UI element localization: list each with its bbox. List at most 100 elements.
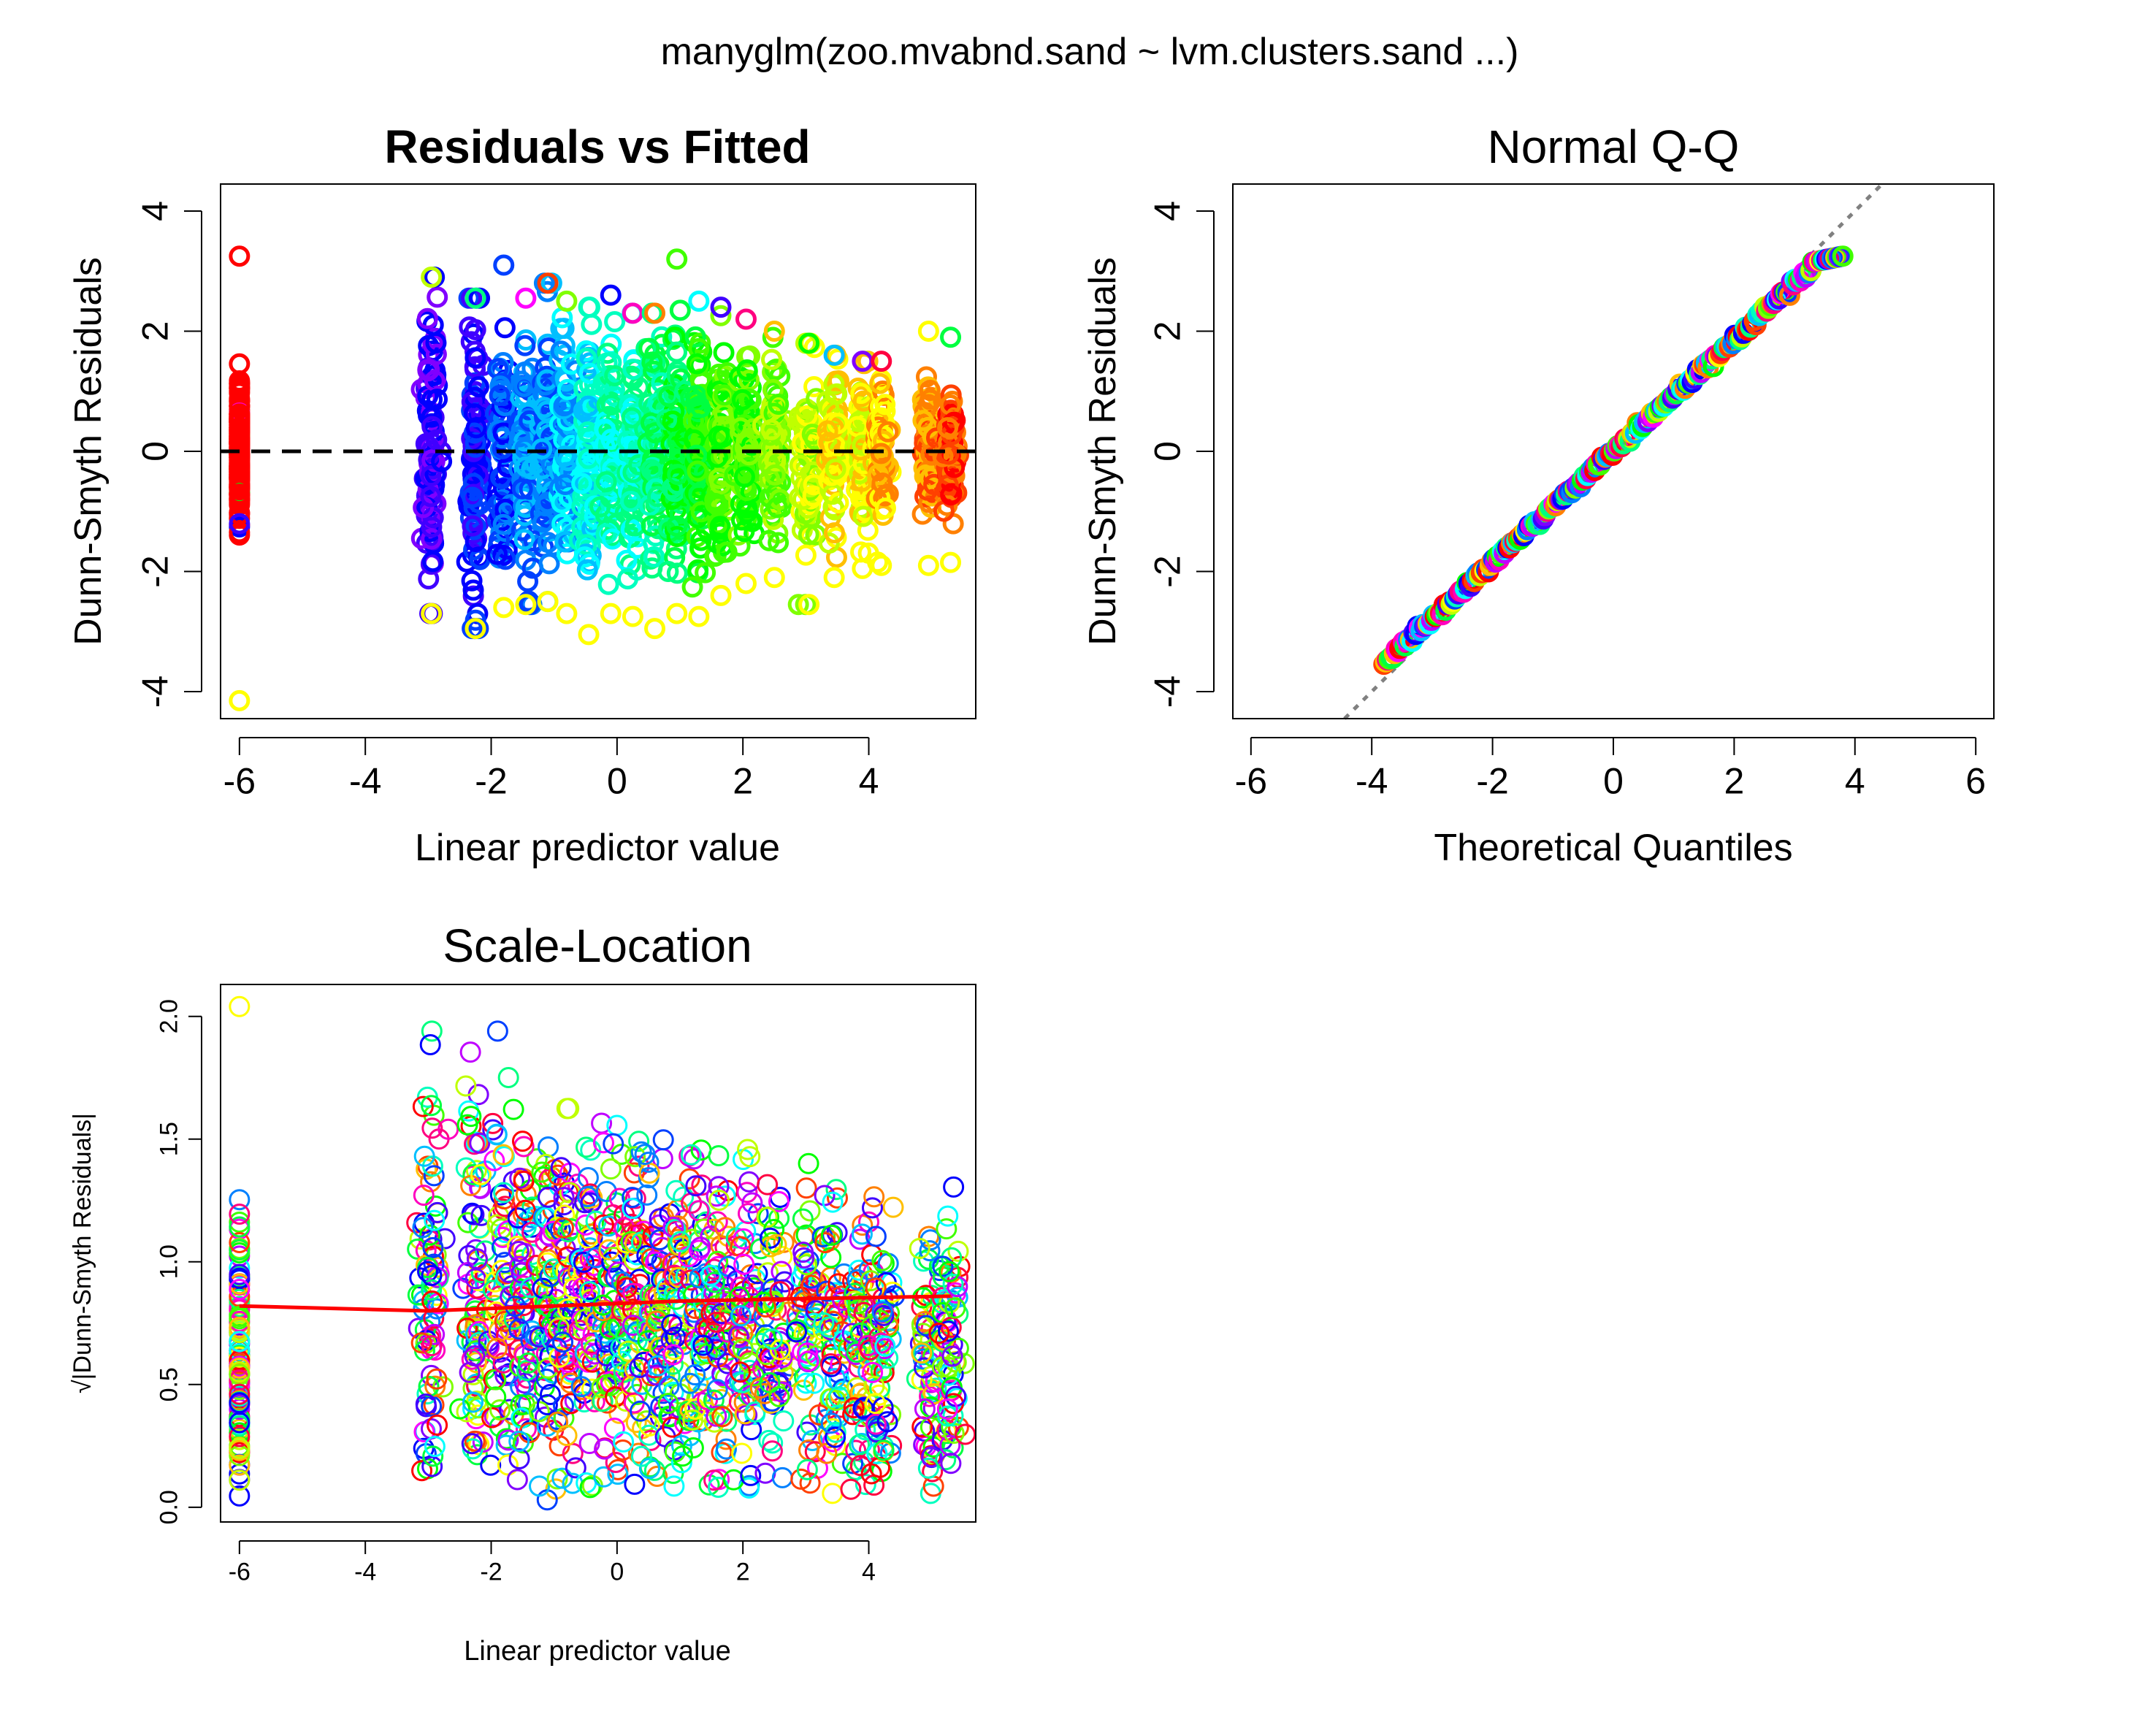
data-point — [531, 438, 553, 460]
data-point — [622, 1198, 643, 1220]
data-point — [559, 1372, 581, 1394]
data-point — [708, 1144, 730, 1166]
data-point — [229, 1454, 251, 1476]
data-point — [229, 1231, 251, 1253]
data-point — [797, 1342, 819, 1364]
data-point — [424, 1436, 446, 1458]
data-point — [461, 570, 483, 592]
data-point — [666, 341, 688, 363]
data-point — [482, 1112, 504, 1134]
data-point — [538, 553, 560, 575]
data-point — [730, 417, 752, 439]
data-point — [552, 1331, 574, 1353]
data-point — [664, 326, 686, 348]
data-point — [760, 348, 782, 370]
data-point — [421, 266, 443, 288]
data-point — [462, 486, 483, 508]
data-point — [955, 1423, 976, 1445]
data-point — [825, 1179, 847, 1201]
data-point — [531, 1161, 553, 1183]
data-point — [229, 1437, 251, 1459]
data-point — [492, 1352, 514, 1374]
data-point — [663, 1475, 685, 1497]
data-point — [483, 1295, 505, 1317]
data-point — [497, 1067, 519, 1089]
data-point — [741, 1274, 763, 1296]
data-point — [641, 351, 663, 373]
data-point — [706, 446, 728, 468]
data-point — [747, 1203, 769, 1225]
data-point — [229, 245, 251, 267]
data-point — [520, 1277, 542, 1298]
data-point — [511, 478, 533, 500]
data-point — [795, 1224, 817, 1246]
data-point — [556, 1425, 578, 1447]
data-point — [462, 1391, 484, 1413]
data-point — [412, 1217, 434, 1239]
data-point — [623, 1162, 645, 1184]
data-point — [803, 1372, 825, 1394]
data-point — [765, 359, 787, 380]
data-point — [670, 1434, 692, 1456]
data-point — [493, 1182, 515, 1204]
data-point — [520, 1330, 542, 1352]
data-point — [754, 1382, 776, 1404]
x-axis-label: Linear predictor value — [464, 1636, 730, 1667]
data-point — [573, 1259, 595, 1281]
data-point — [421, 528, 443, 550]
x-axis-label: Theoretical Quantiles — [1434, 827, 1792, 869]
data-point — [768, 394, 790, 416]
data-point — [662, 410, 684, 432]
data-point — [486, 1214, 508, 1236]
data-point — [666, 515, 688, 537]
data-point — [611, 1271, 632, 1293]
y-axis-label: Dunn-Smyth Residuals — [67, 257, 110, 646]
data-point — [481, 1407, 503, 1428]
data-point — [786, 1321, 808, 1343]
data-point — [862, 1361, 884, 1383]
data-point — [688, 290, 710, 312]
y-tick-label: -4 — [1147, 676, 1188, 708]
data-point — [413, 1145, 435, 1167]
data-point — [873, 1439, 895, 1461]
data-point — [407, 1284, 429, 1306]
data-point — [765, 1233, 787, 1255]
y-tick-label: 2 — [1147, 321, 1188, 342]
data-point — [513, 1170, 535, 1192]
data-point — [940, 326, 962, 348]
data-point — [229, 1426, 251, 1447]
data-point — [493, 1188, 515, 1210]
data-point — [579, 1477, 601, 1499]
data-point — [464, 1430, 486, 1452]
data-point — [844, 1282, 865, 1304]
data-point — [494, 317, 516, 339]
data-point — [660, 1328, 682, 1350]
data-point — [628, 1131, 650, 1152]
data-point — [940, 484, 962, 506]
data-point — [842, 1404, 864, 1426]
x-axis-label: Linear predictor value — [415, 827, 780, 869]
data-point — [622, 1187, 643, 1209]
data-point — [700, 1264, 722, 1286]
data-point — [670, 1452, 692, 1474]
data-point — [421, 1020, 443, 1042]
data-point — [771, 1466, 793, 1488]
data-point — [818, 532, 840, 554]
data-point — [462, 1377, 484, 1399]
data-point — [494, 1196, 516, 1217]
data-point — [538, 1186, 559, 1208]
data-point — [760, 418, 782, 440]
data-point — [620, 526, 642, 548]
data-point — [657, 1393, 679, 1415]
x-tick-label: 0 — [610, 1558, 624, 1586]
data-point — [517, 570, 539, 592]
data-point — [706, 1339, 727, 1361]
x-tick-label: -4 — [349, 761, 381, 802]
data-point — [909, 1237, 930, 1259]
data-point — [643, 546, 665, 568]
data-point — [733, 521, 755, 543]
data-point — [580, 1297, 602, 1319]
data-point — [461, 1348, 483, 1370]
data-point — [511, 1238, 533, 1260]
data-point — [624, 1146, 646, 1168]
